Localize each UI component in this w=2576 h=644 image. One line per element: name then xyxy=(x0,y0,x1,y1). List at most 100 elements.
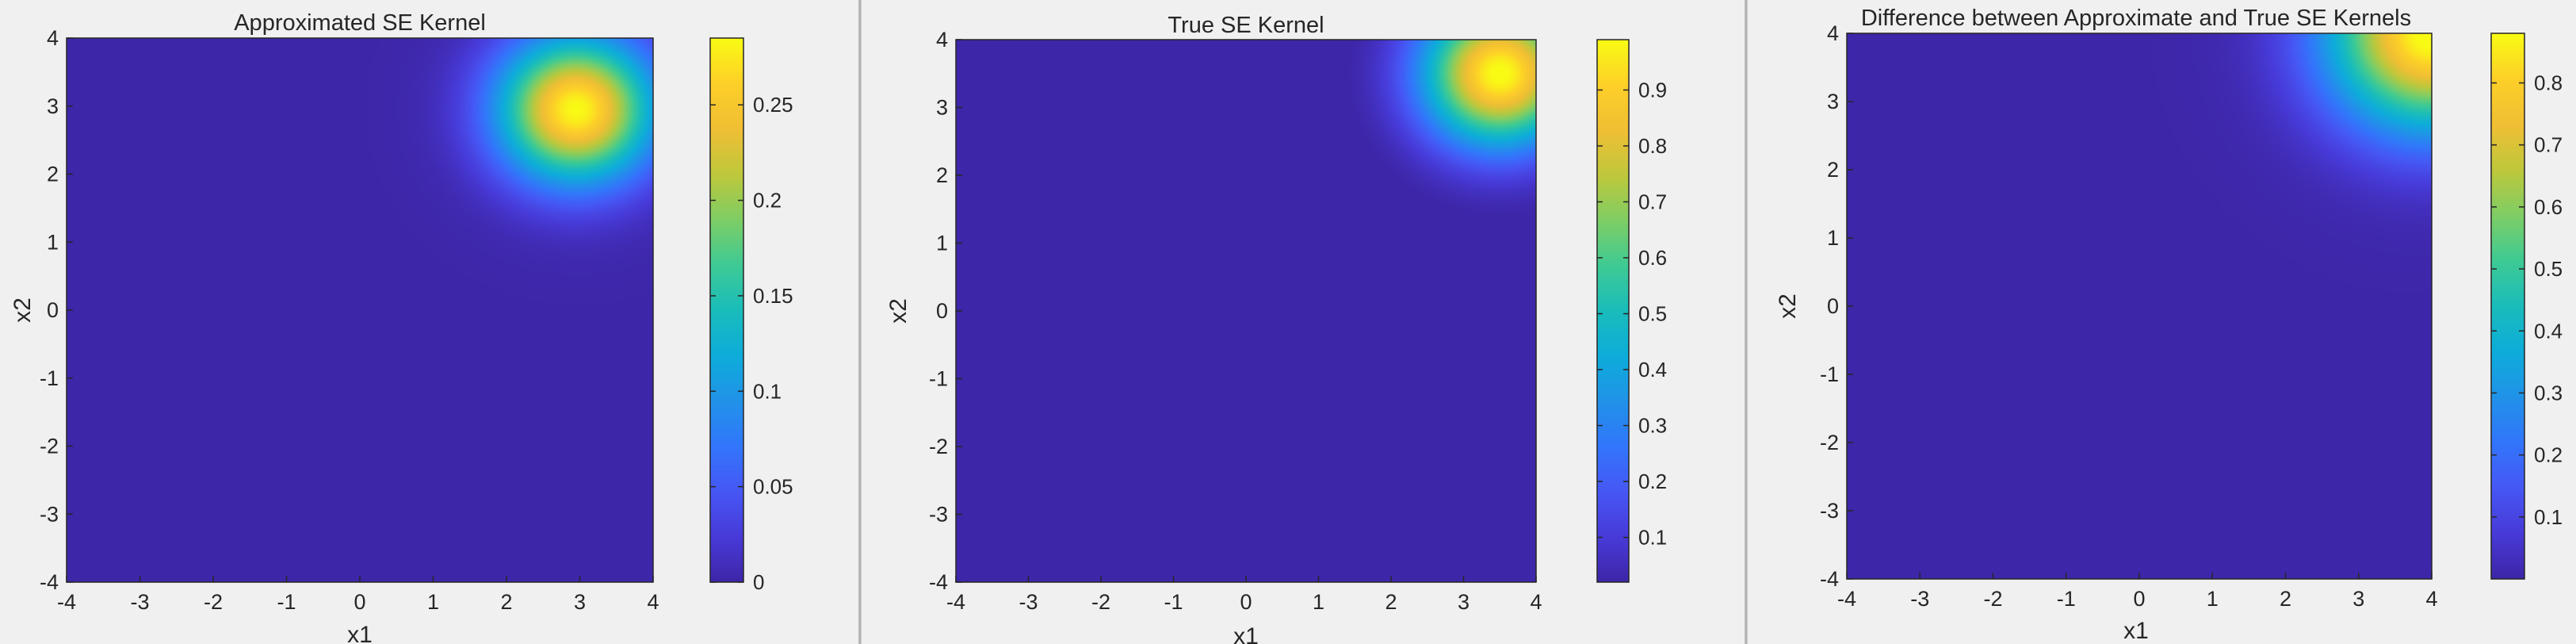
colorbar-tick-label: 0.2 xyxy=(2534,443,2563,467)
y-tick-label: 0 xyxy=(936,299,948,323)
x-tick-label: 4 xyxy=(647,590,659,614)
colorbar-tick-label: 0.9 xyxy=(1638,78,1667,102)
colorbar-tick-label: 0.5 xyxy=(2534,257,2563,281)
y-tick-label: -3 xyxy=(1820,499,1839,523)
colorbar-tick-label: 0.1 xyxy=(2534,505,2563,529)
chart-true-se-kernel: True SE Kernel -4 -3 -2 -1 0 1 2 3 4 x1 -4 -3 -2 -1… xyxy=(885,13,1667,644)
x-axis-ticks: -4 -3 -2 -1 0 1 2 3 4 xyxy=(946,576,1542,614)
colorbar: 0.1 0.2 0.3 0.4 0.5 0.6 0.7 0.8 0.9 xyxy=(1596,39,1667,583)
x-tick-label: -3 xyxy=(1910,587,1929,611)
y-tick-label: -2 xyxy=(1820,431,1839,454)
y-tick-label: -3 xyxy=(929,503,948,527)
y-tick-label: -1 xyxy=(40,366,59,390)
y-axis-ticks: -4 -3 -2 -1 0 1 2 3 4 xyxy=(1820,21,1853,591)
y-tick-label: 3 xyxy=(47,94,59,118)
chart-title: True SE Kernel xyxy=(1168,13,1324,38)
y-tick-label: 0 xyxy=(47,298,59,322)
figure-window-approximated: Approximated SE Kernel -4 -3 -2 -1 0 1 2 3 4 x1 … xyxy=(0,0,858,644)
y-tick-label: 3 xyxy=(936,96,948,120)
colorbar-ticks: 0.1 0.2 0.3 0.4 0.5 0.6 0.7 0.8 0.9 xyxy=(1597,78,1667,550)
x-tick-label: 3 xyxy=(574,590,586,614)
x-tick-label: 1 xyxy=(427,590,439,614)
chart-difference-se-kernels: Difference between Approximate and True … xyxy=(1775,6,2563,644)
colorbar-tick-label: 0.7 xyxy=(2534,133,2563,157)
y-axis-ticks: -4 -3 -2 -1 0 1 2 3 4 xyxy=(40,26,73,594)
y-tick-label: 3 xyxy=(1827,90,1839,113)
colorbar-tick-label: 0.05 xyxy=(753,475,793,499)
y-axis-ticks: -4 -3 -2 -1 0 1 2 3 4 xyxy=(929,28,962,594)
y-tick-label: 2 xyxy=(936,163,948,187)
x-tick-label: -1 xyxy=(1164,590,1183,614)
y-tick-label: -1 xyxy=(1820,362,1839,386)
heatmap-image xyxy=(956,40,1536,582)
x-tick-label: 1 xyxy=(1313,590,1324,614)
colorbar: 0.1 0.2 0.3 0.4 0.5 0.6 0.7 0.8 xyxy=(2490,33,2563,580)
colorbar-ticks: 0 0.05 0.1 0.15 0.2 0.25 xyxy=(710,93,793,594)
y-tick-label: -2 xyxy=(40,435,59,458)
x-tick-label: -1 xyxy=(277,590,296,614)
chart-title: Approximated SE Kernel xyxy=(234,10,486,36)
x-tick-label: 2 xyxy=(1385,590,1397,614)
colorbar-tick-label: 0.3 xyxy=(2534,381,2563,404)
x-tick-label: 0 xyxy=(2133,587,2145,611)
x-tick-label: 4 xyxy=(2425,587,2437,611)
chart-approximated-se-kernel: Approximated SE Kernel -4 -3 -2 -1 0 1 2 3 4 x1 … xyxy=(10,10,793,644)
x-tick-label: -4 xyxy=(57,590,76,614)
heatmap-plot-area xyxy=(955,39,1537,583)
x-tick-label: -2 xyxy=(204,590,223,614)
y-tick-label: 4 xyxy=(1827,21,1839,45)
heatmap-plot-area xyxy=(1846,33,2433,580)
colorbar-tick-label: 0.8 xyxy=(1638,134,1667,158)
colorbar-ticks: 0.1 0.2 0.3 0.4 0.5 0.6 0.7 0.8 xyxy=(2491,71,2563,529)
colorbar-tick-label: 0.1 xyxy=(1638,526,1667,550)
x-tick-label: -4 xyxy=(1837,587,1856,611)
heatmap-image xyxy=(67,38,653,582)
x-tick-label: -2 xyxy=(1983,587,2002,611)
x-axis: -4 -3 -2 -1 0 1 2 3 4 x1 xyxy=(57,576,659,644)
x-tick-label: -3 xyxy=(1019,590,1038,614)
x-tick-label: -1 xyxy=(2057,587,2076,611)
colorbar: 0 0.05 0.1 0.15 0.2 0.25 xyxy=(709,37,793,594)
colorbar-tick-label: 0.3 xyxy=(1638,414,1667,438)
y-tick-label: -2 xyxy=(929,435,948,458)
y-axis-label: x2 xyxy=(885,298,912,324)
window-divider xyxy=(1745,0,1748,644)
x-tick-label: 0 xyxy=(354,590,365,614)
colorbar-gradient xyxy=(1597,40,1629,582)
x-tick-label: 3 xyxy=(1458,590,1470,614)
colorbar-border xyxy=(2490,33,2525,580)
x-tick-label: -4 xyxy=(946,590,965,614)
colorbar-tick-label: 0.8 xyxy=(2534,71,2563,95)
y-tick-label: 0 xyxy=(1827,294,1839,318)
figure-window-difference: Difference between Approximate and True … xyxy=(1748,0,2576,644)
x-axis-ticks: -4 -3 -2 -1 0 1 2 3 4 xyxy=(57,576,659,614)
colorbar-tick-label: 0 xyxy=(753,570,764,594)
colorbar-tick-label: 0.4 xyxy=(1638,358,1667,381)
x-tick-label: 3 xyxy=(2352,587,2364,611)
y-tick-label: 2 xyxy=(47,163,59,186)
y-tick-label: 2 xyxy=(1827,158,1839,182)
y-tick-label: -3 xyxy=(40,502,59,526)
y-tick-label: -1 xyxy=(929,367,948,391)
x-axis-ticks: -4 -3 -2 -1 0 1 2 3 4 xyxy=(1837,573,2438,611)
colorbar-tick-label: 0.7 xyxy=(1638,190,1667,213)
y-tick-label: -4 xyxy=(929,570,948,594)
y-axis-label: x2 xyxy=(10,297,36,323)
colorbar-gradient xyxy=(2491,33,2524,579)
y-axis: -4 -3 -2 -1 0 1 2 3 4 x2 xyxy=(885,28,962,594)
colorbar-tick-label: 0.1 xyxy=(753,379,782,403)
y-tick-label: 1 xyxy=(936,232,948,255)
x-axis: -4 -3 -2 -1 0 1 2 3 4 x1 xyxy=(1837,573,2438,644)
x-tick-label: 2 xyxy=(500,590,512,614)
figure-window-true: True SE Kernel -4 -3 -2 -1 0 1 2 3 4 x1 -4 -3 -2 -1… xyxy=(862,0,1745,644)
colorbar-tick-label: 0.2 xyxy=(1638,470,1667,493)
y-tick-label: 4 xyxy=(936,28,948,52)
x-tick-label: -2 xyxy=(1091,590,1110,614)
colorbar-tick-label: 0.6 xyxy=(1638,246,1667,270)
colorbar-gradient xyxy=(710,38,743,582)
y-tick-label: -4 xyxy=(1820,567,1839,591)
colorbar-border xyxy=(709,37,744,583)
x-axis-label: x1 xyxy=(2123,618,2149,644)
y-axis: -4 -3 -2 -1 0 1 2 3 4 x2 xyxy=(10,26,73,594)
